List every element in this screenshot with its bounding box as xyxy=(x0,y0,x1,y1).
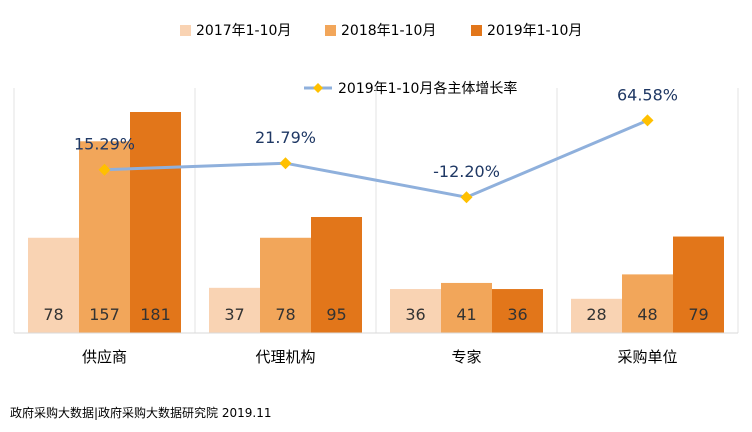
bar-value-label: 181 xyxy=(140,305,171,324)
legend-swatch-2018 xyxy=(325,25,336,36)
bar-value-label: 36 xyxy=(507,305,527,324)
category-label: 采购单位 xyxy=(617,348,677,366)
bar xyxy=(130,112,181,333)
legend-label: 2018年1-10月 xyxy=(341,23,436,39)
growth-line-path xyxy=(104,119,649,199)
category-label: 专家 xyxy=(451,348,481,366)
bar-value-label: 78 xyxy=(275,305,295,324)
category-labels: 供应商 代理机构 专家 采购单位 xyxy=(82,348,678,366)
bar-value-label: 95 xyxy=(326,305,346,324)
bar xyxy=(622,274,673,333)
bar-value-label: 28 xyxy=(586,305,606,324)
growth-marker xyxy=(641,114,654,127)
bar-value-labels: 78 157 181 37 78 95 36 41 36 28 48 79 xyxy=(43,305,708,324)
bar-value-label: 157 xyxy=(89,305,120,324)
category-label: 供应商 xyxy=(82,348,127,366)
legend-line: 2019年1-10月各主体增长率 xyxy=(304,80,517,97)
bar xyxy=(441,282,492,333)
growth-line: 15.29% 21.79% -12.20% 64.58% xyxy=(74,85,678,204)
legend-bars: 2017年1-10月 2018年1-10月 2019年1-10月 xyxy=(180,23,582,39)
source-note: 政府采购大数据|政府采购大数据研究院 2019.11 xyxy=(10,406,272,420)
legend-line-marker xyxy=(313,83,323,93)
growth-label: -12.20% xyxy=(433,162,500,181)
bar xyxy=(492,289,543,333)
growth-label: 15.29% xyxy=(74,135,135,154)
legend-item: 2018年1-10月 xyxy=(325,23,436,39)
legend-label: 2019年1-10月 xyxy=(487,23,582,39)
legend-label: 2017年1-10月 xyxy=(196,23,291,39)
bar-value-label: 78 xyxy=(43,305,63,324)
bar-value-label: 37 xyxy=(224,305,244,324)
legend-item: 2017年1-10月 xyxy=(180,23,291,39)
bar xyxy=(260,237,311,333)
legend-swatch-2019 xyxy=(471,25,482,36)
bar xyxy=(28,237,79,333)
bar-value-label: 41 xyxy=(456,305,476,324)
growth-marker xyxy=(460,191,473,204)
growth-marker xyxy=(279,157,292,170)
category-dividers xyxy=(13,88,739,333)
legend-item: 2019年1-10月 xyxy=(471,23,582,39)
category-label: 代理机构 xyxy=(255,348,315,366)
bar xyxy=(571,298,622,333)
growth-marker xyxy=(98,163,111,176)
growth-label: 64.58% xyxy=(617,85,678,104)
bar xyxy=(311,217,362,333)
legend-swatch-2017 xyxy=(180,25,191,36)
bar-value-label: 36 xyxy=(405,305,425,324)
bar xyxy=(673,236,724,333)
growth-label: 21.79% xyxy=(255,128,316,147)
bar xyxy=(209,287,260,333)
legend-line-label: 2019年1-10月各主体增长率 xyxy=(338,80,517,97)
bar xyxy=(390,289,441,333)
bar-value-label: 48 xyxy=(637,305,657,324)
bar-value-label: 79 xyxy=(688,305,708,324)
